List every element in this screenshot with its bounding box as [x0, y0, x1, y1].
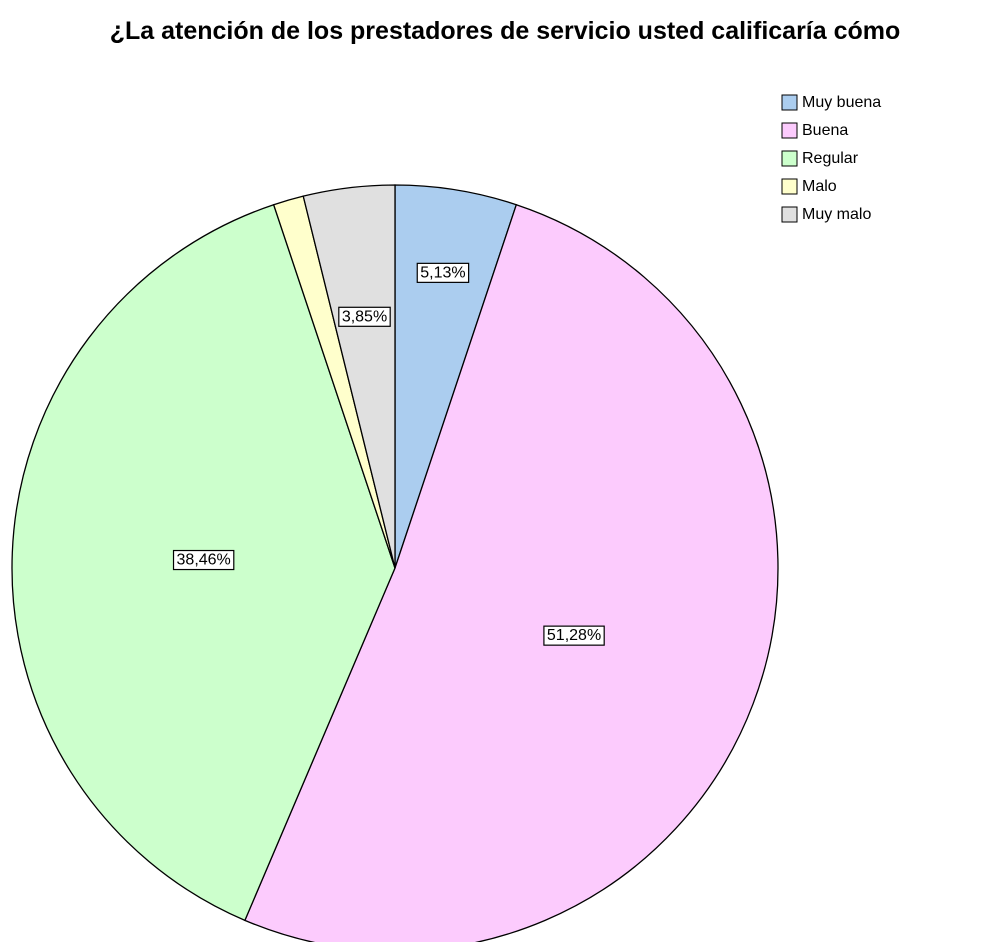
value-label-box: [543, 625, 605, 646]
legend-label: Buena: [802, 122, 848, 139]
legend-label: Muy buena: [802, 94, 881, 111]
legend-swatch: [781, 150, 798, 167]
value-label: 38,46%: [177, 552, 231, 569]
value-label-box: [172, 549, 235, 571]
value-label-box: [338, 306, 391, 327]
chart-title: ¿La atención de los prestadores de servi…: [109, 17, 901, 45]
pie-slice: [244, 203, 779, 942]
value-label: 3,85%: [342, 308, 387, 325]
legend-label: Regular: [802, 150, 859, 167]
value-label: 51,28%: [547, 627, 601, 644]
value-label: 5,13%: [420, 264, 465, 281]
legend-swatch: [781, 94, 798, 111]
value-label-box: [416, 262, 470, 283]
legend-swatch: [781, 122, 798, 139]
legend-swatch: [781, 178, 798, 195]
legend-swatch: [781, 206, 798, 223]
legend-label: Muy malo: [802, 206, 871, 223]
pie-slice: [302, 184, 396, 569]
legend-label: Malo: [802, 178, 837, 195]
